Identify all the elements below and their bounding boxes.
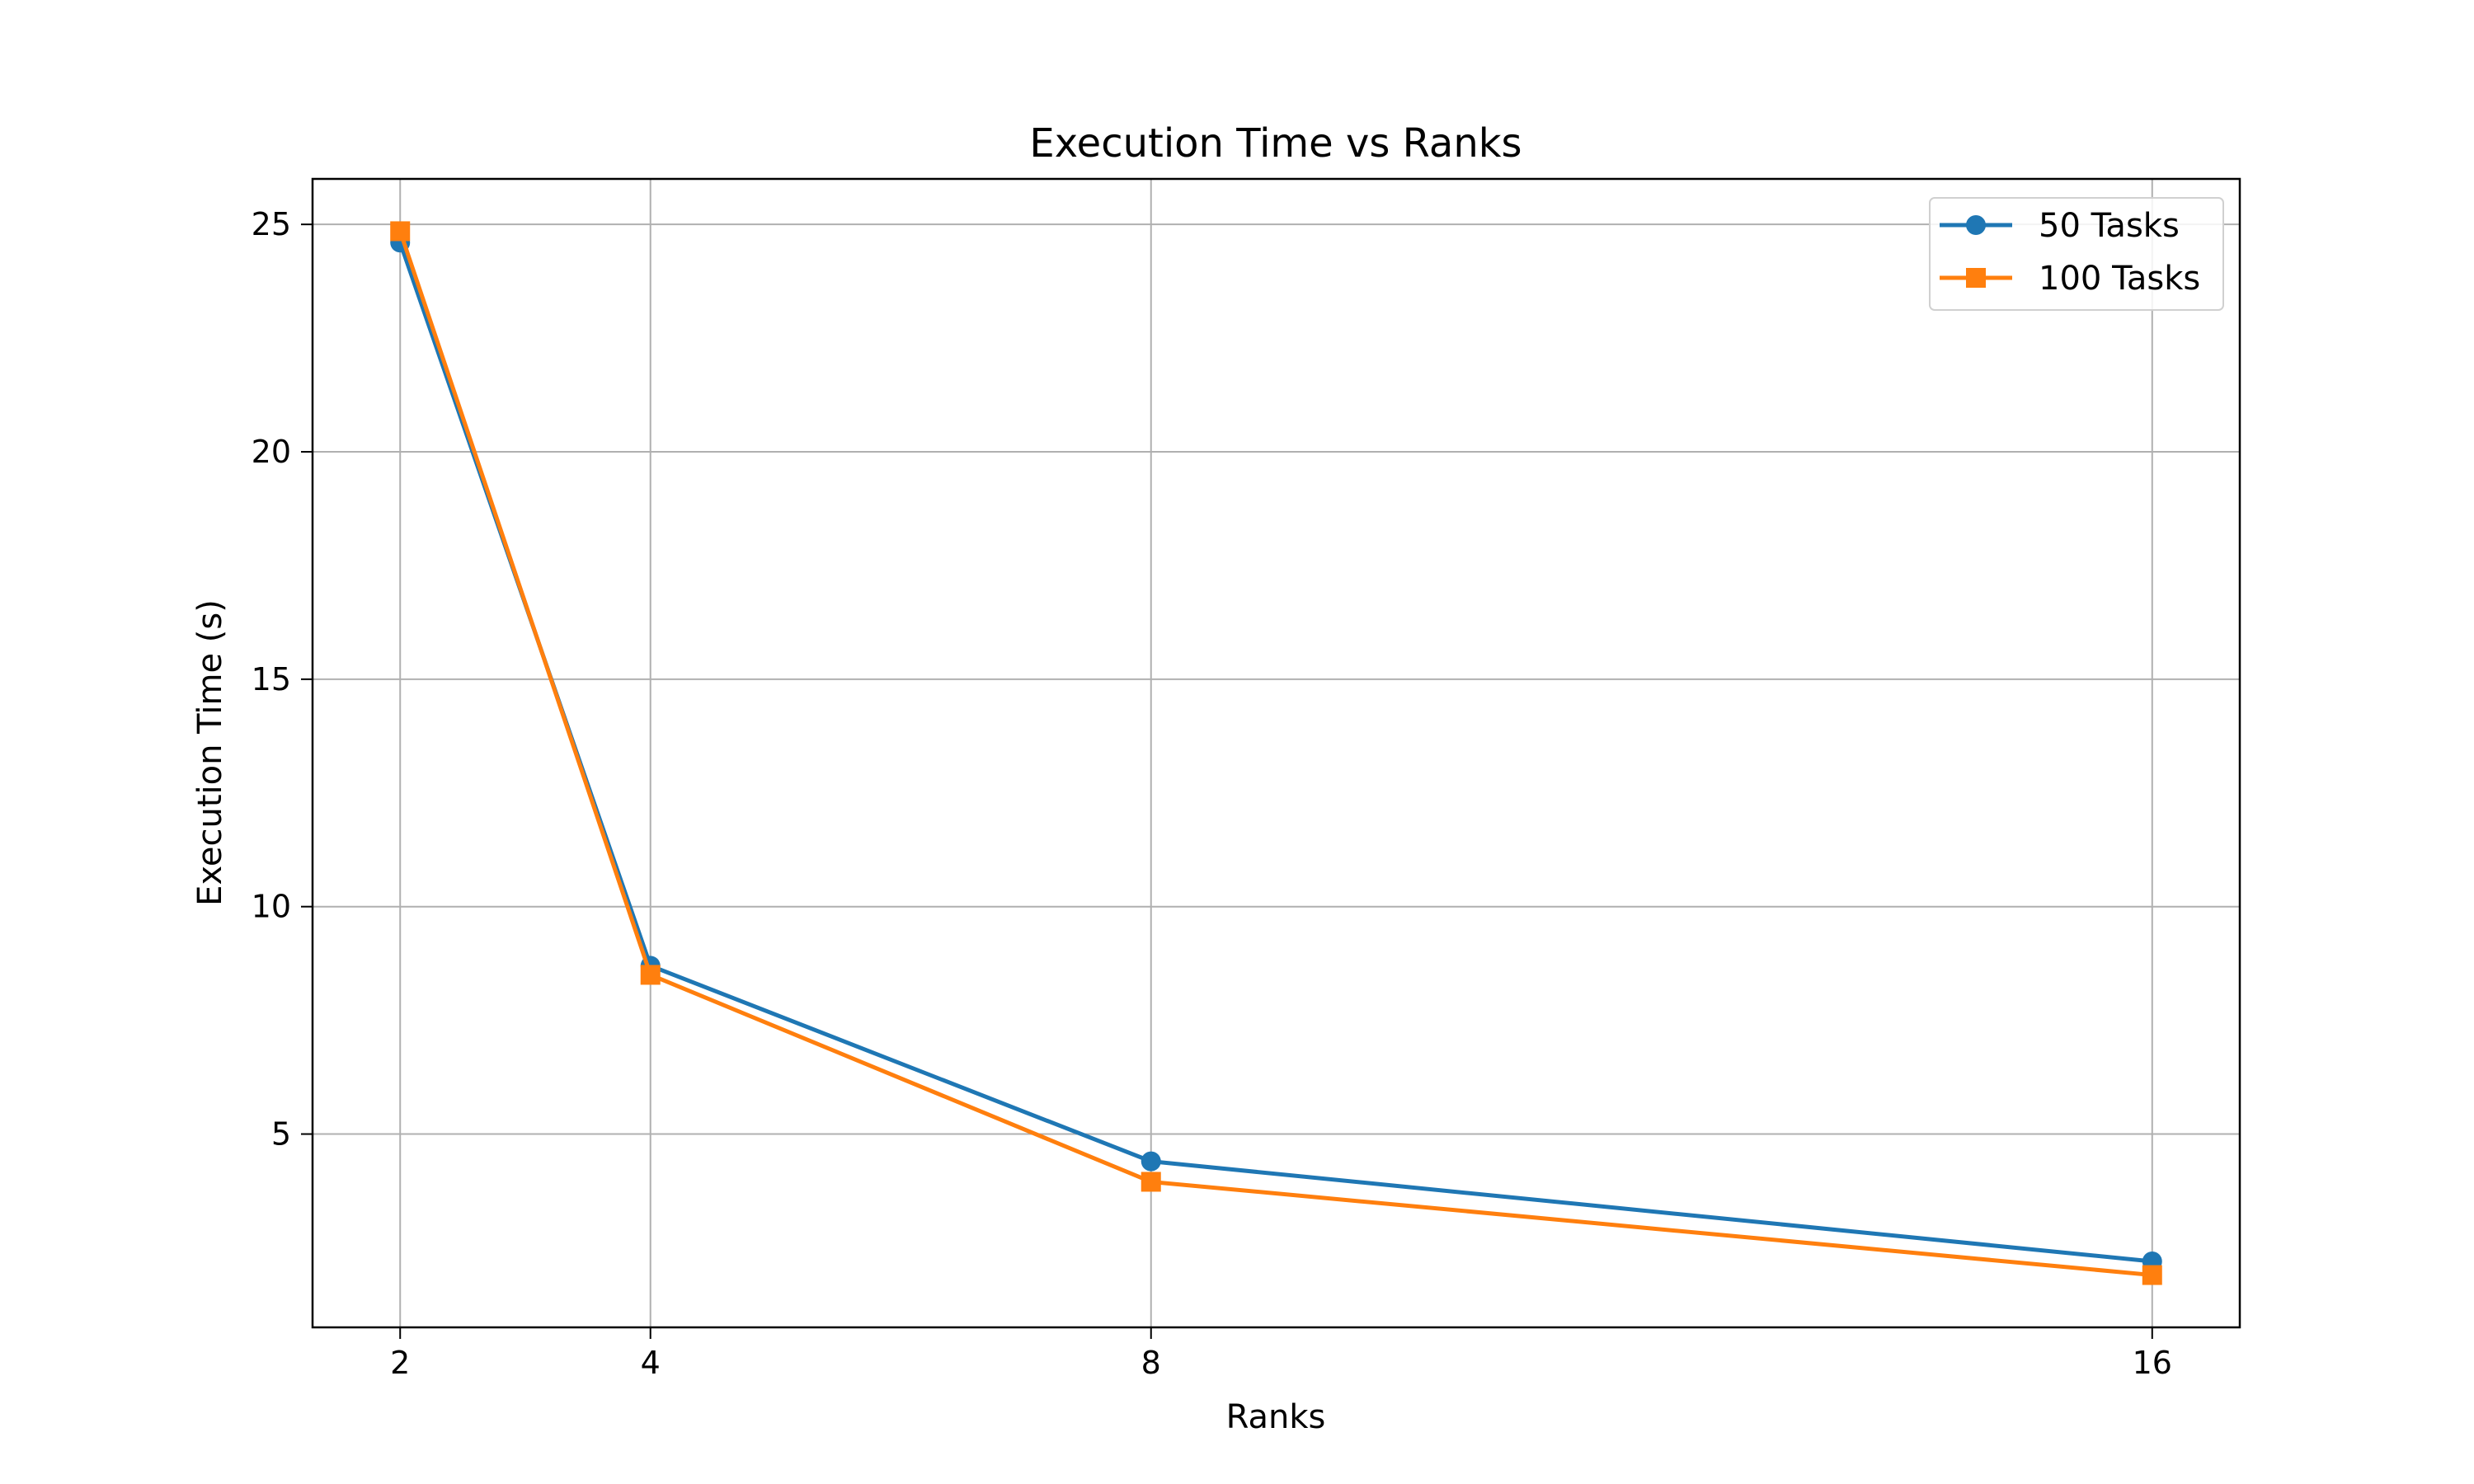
series-100-tasks bbox=[390, 221, 2162, 1285]
x-tick-label: 16 bbox=[2133, 1345, 2172, 1381]
x-tick-label: 8 bbox=[1141, 1345, 1161, 1381]
data-point-50-tasks bbox=[1141, 1151, 1161, 1172]
data-point-100-tasks bbox=[1141, 1172, 1161, 1192]
series-line-100-tasks bbox=[397, 230, 2153, 1278]
axis-ticks: 2 4 8 16 5 10 15 20 25 bbox=[252, 206, 2172, 1381]
y-tick-label: 5 bbox=[271, 1116, 291, 1153]
y-tick-label: 25 bbox=[252, 206, 291, 242]
data-point-100-tasks bbox=[2142, 1265, 2162, 1285]
grid-lines bbox=[313, 179, 2240, 1327]
legend-marker-50-tasks bbox=[1966, 215, 1986, 235]
chart-title: Execution Time vs Ranks bbox=[1029, 120, 1522, 167]
legend-marker-100-tasks bbox=[1966, 268, 1986, 288]
y-tick-label: 20 bbox=[252, 434, 291, 470]
y-tick-label: 15 bbox=[252, 661, 291, 697]
y-axis-label: Execution Time (s) bbox=[191, 599, 229, 906]
x-tick-label: 2 bbox=[390, 1345, 410, 1381]
x-tick-label: 4 bbox=[641, 1345, 661, 1381]
legend: 50 Tasks 100 Tasks bbox=[1929, 197, 2224, 311]
series-layer bbox=[390, 221, 2162, 1285]
data-point-100-tasks bbox=[390, 221, 411, 242]
legend-label-100-tasks: 100 Tasks bbox=[2039, 260, 2200, 298]
legend-label-50-tasks: 50 Tasks bbox=[2039, 207, 2180, 245]
x-axis-label: Ranks bbox=[1226, 1398, 1326, 1436]
plot-frame bbox=[311, 177, 2241, 1329]
data-point-100-tasks bbox=[640, 965, 661, 985]
y-tick-label: 10 bbox=[252, 889, 291, 925]
